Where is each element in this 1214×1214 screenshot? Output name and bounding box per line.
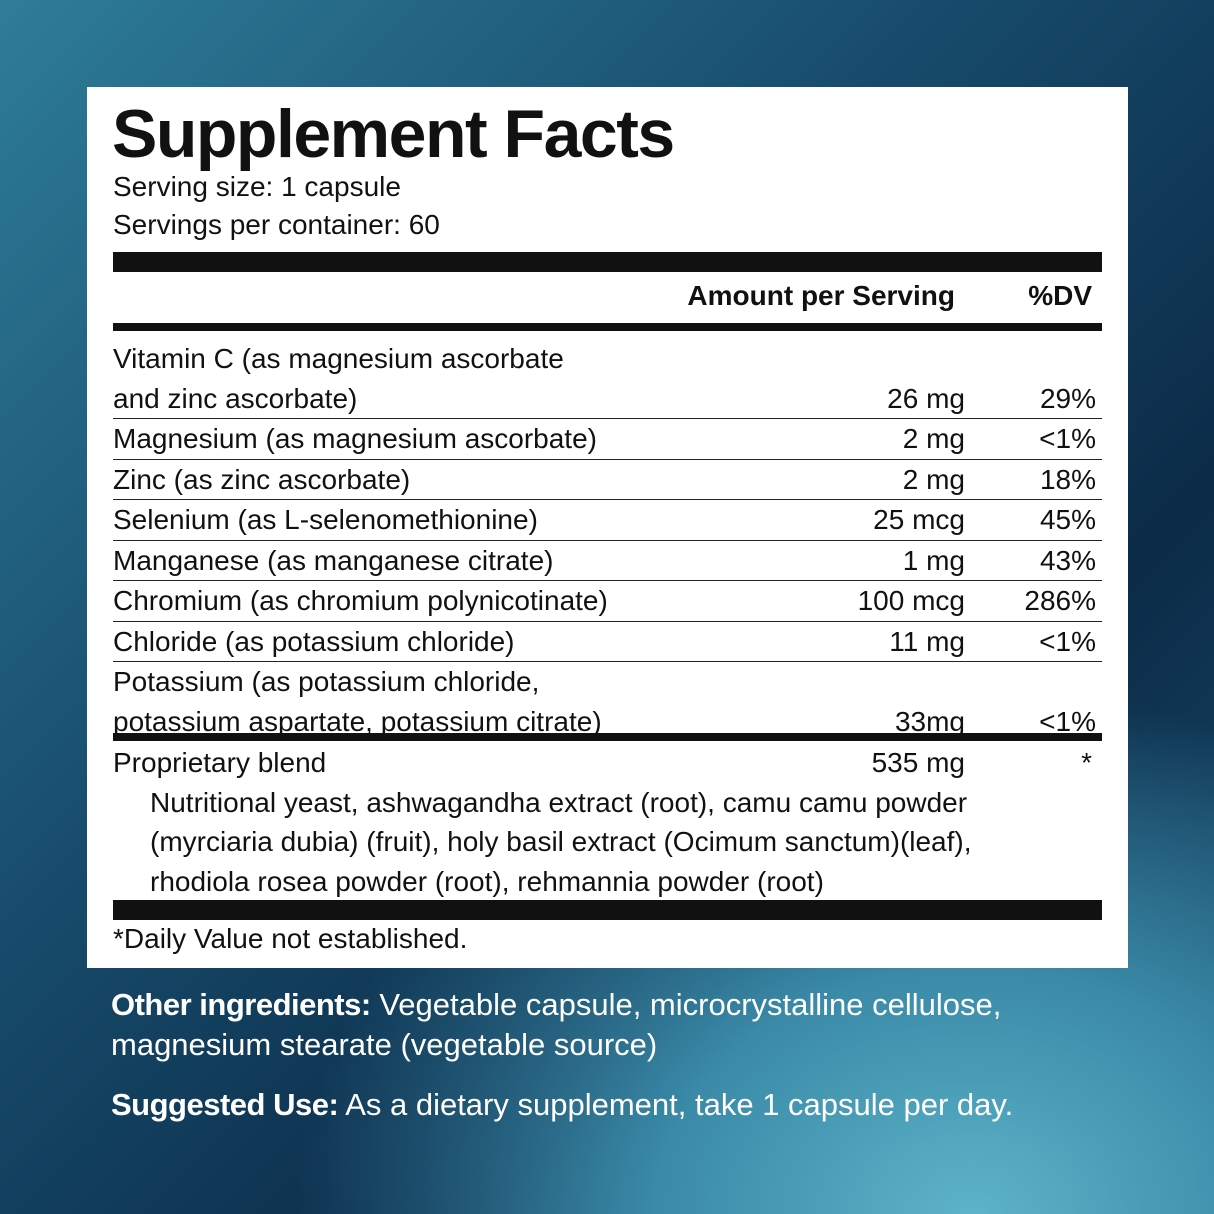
nutrient-name-line: Chromium (as chromium polynicotinate): [113, 585, 608, 616]
nutrient-row: Potassium (as potassium chloride, potassi…: [113, 662, 1102, 741]
nutrient-name-line: Manganese (as manganese citrate): [113, 544, 554, 576]
column-header: Amount per Serving %DV: [113, 280, 1092, 314]
nutrient-amount: 2 mg: [902, 463, 965, 495]
nutrient-rows: Vitamin C (as magnesium ascorbate and zin…: [113, 339, 1102, 741]
nutrient-dv: 43%: [1039, 544, 1096, 576]
nutrient-name: Manganese (as manganese citrate): [113, 541, 1102, 581]
other-ingredients-text: Vegetable capsule, microcrystalline cell…: [379, 987, 1002, 1022]
nutrient-name: Chloride (as potassium chloride): [113, 622, 1102, 662]
divider-bar: [113, 323, 1102, 331]
nutrient-name-line: Vitamin C (as magnesium ascorbate: [113, 343, 564, 374]
nutrient-row: Zinc (as zinc ascorbate) 2 mg 18%: [113, 460, 1102, 500]
servings-per-container: Servings per container: 60: [113, 209, 440, 240]
title: Supplement Facts: [112, 96, 675, 172]
nutrient-row: Chloride (as potassium chloride) 11 mg <1%: [113, 622, 1102, 662]
nutrient-name-line: Potassium (as potassium chloride,: [113, 666, 540, 697]
blend-dv: *: [1081, 747, 1092, 778]
nutrient-name: Vitamin C (as magnesium ascorbate and zin…: [113, 339, 1102, 418]
nutrient-amount: 25 mcg: [873, 504, 965, 535]
nutrient-name: Chromium (as chromium polynicotinate): [113, 581, 1102, 621]
blend-amount: 535 mg: [871, 747, 965, 778]
nutrient-dv: <1%: [1039, 423, 1096, 454]
nutrient-amount: 26 mg: [887, 382, 965, 414]
nutrient-amount: 100 mcg: [857, 585, 965, 616]
blend-ingredient-line: (myrciaria dubia) (fruit), holy basil ex…: [150, 826, 972, 857]
nutrient-dv: <1%: [1039, 705, 1096, 737]
serving-size: Serving size: 1 capsule: [113, 171, 401, 202]
nutrient-amount: 33mg: [894, 705, 965, 737]
nutrient-amount: 2 mg: [902, 423, 965, 454]
suggested-use-text: As a dietary supplement, take 1 capsule …: [345, 1087, 1014, 1122]
nutrient-row: Selenium (as L-selenomethionine) 25 mcg 45…: [113, 500, 1102, 541]
divider-bar: [113, 252, 1102, 272]
nutrient-row: Manganese (as manganese citrate) 1 mg 43%: [113, 541, 1102, 581]
nutrient-name: Zinc (as zinc ascorbate): [113, 460, 1102, 500]
blend-ingredients: Nutritional yeast, ashwagandha extract (…: [113, 783, 1102, 902]
other-ingredients-label: Other ingredients:: [111, 987, 371, 1022]
nutrient-row: Vitamin C (as magnesium ascorbate and zin…: [113, 339, 1102, 419]
other-ingredients-text: magnesium stearate (vegetable source): [111, 1027, 658, 1062]
facts-panel: Supplement Facts Serving size: 1 capsule…: [87, 87, 1128, 968]
blend-name: Proprietary blend: [113, 747, 327, 778]
blend-ingredient-line: Nutritional yeast, ashwagandha extract (…: [150, 786, 968, 818]
nutrient-amount: 1 mg: [902, 544, 965, 576]
blend-ingredient-line: rhodiola rosea powder (root), rehmannia …: [150, 865, 824, 897]
nutrient-name: Magnesium (as magnesium ascorbate): [113, 419, 1102, 459]
nutrient-dv: 286%: [1024, 585, 1096, 616]
nutrient-row: Chromium (as chromium polynicotinate) 100…: [113, 581, 1102, 622]
nutrient-row: Magnesium (as magnesium ascorbate) 2 mg <1…: [113, 419, 1102, 460]
nutrient-name-line: Chloride (as potassium chloride): [113, 625, 515, 657]
nutrient-name: Potassium (as potassium chloride, potassi…: [113, 662, 1102, 741]
footnote: *Daily Value not established.: [113, 923, 468, 954]
nutrient-name: Selenium (as L-selenomethionine): [113, 500, 1102, 540]
dv-header: %DV: [1028, 280, 1092, 311]
nutrient-name-line: Zinc (as zinc ascorbate): [113, 463, 411, 495]
nutrient-name-line: Selenium (as L-selenomethionine): [113, 504, 538, 535]
suggested-use: Suggested Use: As a dietary supplement, …: [111, 1085, 1013, 1125]
amount-header: Amount per Serving: [687, 280, 955, 311]
nutrient-name-line: and zinc ascorbate): [113, 382, 358, 414]
nutrient-dv: 29%: [1039, 382, 1096, 414]
divider-bar: [113, 733, 1102, 741]
blend-section: Proprietary blend 535 mg * Nutritional y…: [113, 743, 1102, 901]
divider-bar: [113, 900, 1102, 920]
nutrient-dv: 45%: [1039, 504, 1096, 535]
nutrient-amount: 11 mg: [889, 625, 965, 657]
nutrient-dv: <1%: [1039, 625, 1096, 657]
suggested-use-label: Suggested Use:: [111, 1087, 339, 1122]
nutrient-dv: 18%: [1039, 463, 1096, 495]
nutrient-name-line: potassium aspartate, potassium citrate): [113, 705, 602, 737]
other-ingredients: Other ingredients: Vegetable capsule, mi…: [111, 985, 1001, 1065]
nutrient-name-line: Magnesium (as magnesium ascorbate): [113, 423, 597, 454]
